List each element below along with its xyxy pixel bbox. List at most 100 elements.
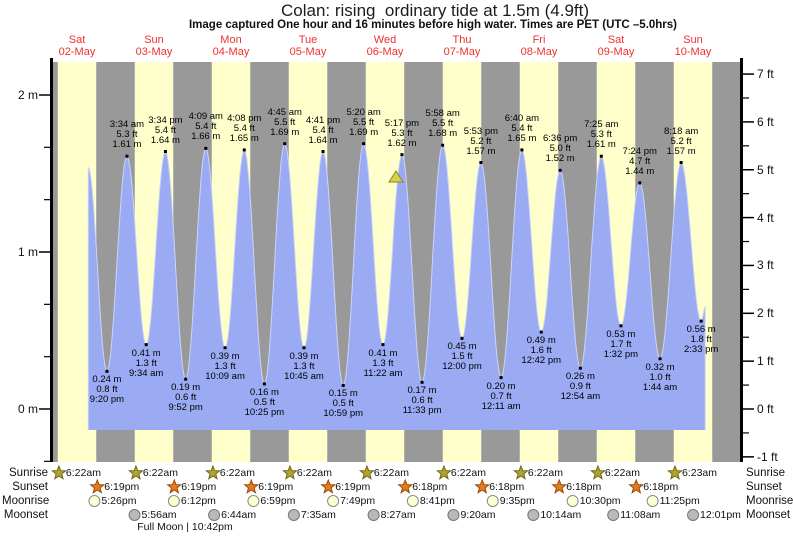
full-moon-note: Full Moon | 10:42pm bbox=[137, 521, 233, 533]
annotation-m: 1.64 m bbox=[308, 134, 338, 146]
moonset-time: 7:35am bbox=[300, 509, 336, 521]
day-label: Tue 05-May bbox=[270, 34, 347, 58]
tide-extreme-dot bbox=[242, 148, 246, 152]
y-axis-label-ft: -1 ft bbox=[757, 449, 778, 464]
moonrise-circle-icon bbox=[486, 495, 499, 507]
annotation-time: 10:25 pm bbox=[244, 406, 285, 418]
sunrise-star-icon bbox=[204, 464, 221, 480]
low-tide-annotation: 0.24 m 0.8 ft 9:20 pm bbox=[65, 375, 149, 405]
moonset-circle-icon bbox=[607, 509, 620, 521]
y-axis-label-ft: 6 ft bbox=[757, 114, 774, 129]
annotation-m: 1.52 m bbox=[545, 153, 575, 165]
moonset-time: 5:56am bbox=[141, 509, 177, 521]
annotation-time: 3:34 pm bbox=[148, 114, 183, 126]
sunrise-star-icon bbox=[512, 464, 529, 480]
tide-extreme-dot bbox=[420, 380, 424, 384]
annotation-ft: 5.3 ft bbox=[590, 129, 612, 141]
day-name: Sat bbox=[68, 34, 86, 46]
tide-extreme-dot bbox=[638, 181, 642, 185]
annotation-time: 4:45 am bbox=[267, 106, 302, 118]
y-axis-label-m: 2 m bbox=[17, 88, 38, 102]
left-axis-line bbox=[50, 58, 53, 462]
annotation-time: 5:58 am bbox=[425, 108, 460, 120]
low-tide-annotation: 0.16 m 0.5 ft 10:25 pm bbox=[222, 387, 306, 418]
annotation-m: 1.57 m bbox=[466, 145, 496, 157]
sunrise-star-icon bbox=[50, 464, 67, 480]
annotation-m: 1.44 m bbox=[625, 165, 655, 177]
tide-extreme-dot bbox=[460, 336, 464, 340]
day-label: Wed 06-May bbox=[347, 34, 424, 58]
tide-extreme-dot bbox=[125, 154, 129, 158]
tide-extreme-dot bbox=[539, 330, 543, 334]
annotation-time: 12:00 pm bbox=[442, 361, 482, 373]
moonrise-circle-icon bbox=[406, 495, 419, 507]
annotation-time: 7:24 pm bbox=[622, 145, 657, 157]
tide-extreme-dot bbox=[362, 142, 366, 146]
tide-extreme-dot bbox=[558, 168, 562, 172]
tide-extreme-dot bbox=[619, 324, 623, 328]
annotation-ft: 1.3 ft bbox=[214, 360, 236, 372]
annotation-ft: 5.4 ft bbox=[233, 122, 255, 134]
high-tide-annotation: 5:58 am 5.5 ft 1.68 m bbox=[401, 109, 485, 139]
sunrise-time: 6:22am bbox=[604, 467, 640, 479]
low-tide-annotation: 0.49 m 1.6 ft 12:42 pm bbox=[499, 336, 583, 366]
high-tide-annotation: 7:25 am 5.3 ft 1.61 m bbox=[559, 120, 643, 150]
moonset-time: 8:27am bbox=[380, 509, 416, 521]
annotation-time: 6:36 pm bbox=[543, 133, 578, 145]
legend-row-label-right: Moonset bbox=[746, 509, 791, 521]
annotation-m: 0.53 m bbox=[606, 328, 636, 340]
annotation-ft: 0.6 ft bbox=[411, 395, 433, 407]
annotation-m: 0.49 m bbox=[526, 335, 556, 347]
moonrise-circle-icon bbox=[646, 495, 659, 507]
tide-extreme-dot bbox=[105, 369, 109, 373]
tide-extreme-dot bbox=[184, 377, 188, 381]
annotation-ft: 0.5 ft bbox=[332, 398, 354, 410]
annotation-ft: 1.5 ft bbox=[451, 351, 473, 363]
day-date: 08-May bbox=[520, 46, 558, 58]
annotation-m: 0.19 m bbox=[171, 382, 201, 394]
sunset-time: 6:19pm bbox=[335, 481, 371, 493]
day-date: 10-May bbox=[674, 46, 712, 58]
sunset-time: 6:19pm bbox=[104, 481, 140, 493]
annotation-m: 1.64 m bbox=[150, 134, 180, 146]
tide-extreme-dot bbox=[283, 142, 287, 146]
legend-row-label-right: Sunrise bbox=[746, 467, 785, 479]
annotation-m: 1.57 m bbox=[666, 145, 696, 157]
tide-extreme-dot bbox=[699, 319, 703, 323]
sunrise-time: 6:22am bbox=[296, 467, 332, 479]
day-name: Wed bbox=[373, 34, 397, 46]
annotation-time: 9:52 pm bbox=[168, 402, 203, 414]
annotation-ft: 5.3 ft bbox=[116, 129, 138, 141]
sunrise-time: 6:22am bbox=[65, 467, 101, 479]
annotation-time: 11:22 am bbox=[363, 367, 403, 379]
sunrise-time: 6:22am bbox=[373, 467, 409, 479]
annotation-m: 1.68 m bbox=[428, 128, 458, 140]
low-tide-annotation: 0.26 m 0.9 ft 12:54 am bbox=[538, 372, 622, 402]
annotation-time: 9:34 am bbox=[129, 367, 164, 379]
tide-extreme-dot bbox=[520, 148, 524, 152]
tide-area bbox=[88, 143, 706, 430]
legend-row-label-left: Moonrise bbox=[2, 495, 50, 507]
annotation-ft: 1.3 ft bbox=[135, 357, 157, 369]
day-date: 04-May bbox=[212, 46, 250, 58]
annotation-time: 1:44 am bbox=[642, 381, 678, 393]
annotation-ft: 5.4 ft bbox=[195, 121, 217, 133]
annotation-ft: 5.4 ft bbox=[154, 124, 176, 136]
high-tide-annotation: 3:34 am 5.3 ft 1.61 m bbox=[85, 120, 169, 150]
legend-row-label-left: Sunset bbox=[12, 481, 48, 493]
annotation-m: 1.65 m bbox=[229, 132, 259, 144]
moonset-circle-icon bbox=[447, 509, 460, 521]
y-axis-label-ft: 7 ft bbox=[757, 67, 774, 82]
annotation-m: 0.56 m bbox=[686, 324, 716, 336]
tide-extreme-dot bbox=[302, 346, 306, 350]
moonset-time: 11:08am bbox=[620, 509, 661, 521]
annotation-ft: 5.5 ft bbox=[274, 116, 296, 128]
annotation-ft: 5.3 ft bbox=[391, 127, 413, 139]
day-date: 05-May bbox=[289, 46, 327, 58]
annotation-time: 12:11 am bbox=[481, 400, 521, 412]
moonrise-time: 11:25pm bbox=[659, 495, 700, 507]
capture-time-marker-icon bbox=[388, 170, 404, 183]
sunrise-star-icon bbox=[666, 464, 683, 480]
low-tide-annotation: 0.20 m 0.7 ft 12:11 am bbox=[459, 381, 543, 412]
